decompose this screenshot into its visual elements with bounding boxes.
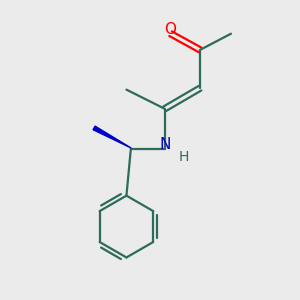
Text: H: H: [179, 150, 189, 164]
Polygon shape: [93, 126, 131, 148]
Text: N: N: [159, 137, 170, 152]
Text: O: O: [165, 22, 177, 37]
